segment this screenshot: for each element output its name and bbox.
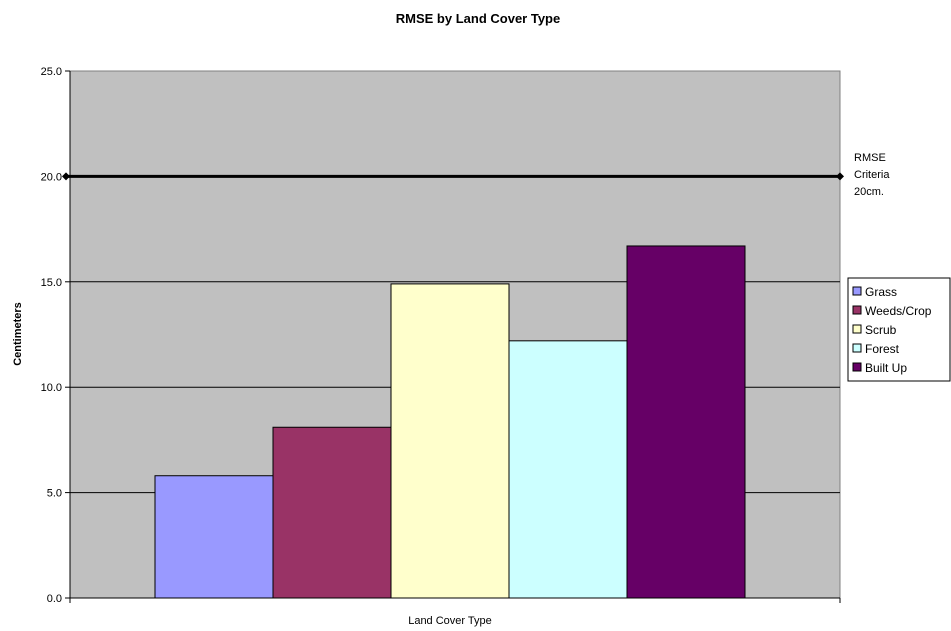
legend-swatch [852,305,862,315]
x-axis [69,597,841,603]
bars-group [154,245,746,599]
legend-box [847,277,951,382]
y-axis-label: Centimeters [12,302,24,366]
legend-swatch [852,343,862,353]
bar-scrub [390,283,510,599]
legend: Grass Weeds/Crop Scrub Forest Built Up [847,277,951,382]
y-tick-label: 0.0 [47,593,62,605]
reference-line-label: 20cm. [854,186,884,198]
reference-line-label: RMSE [854,152,886,164]
bar-grass [154,475,274,599]
legend-swatch [852,286,862,296]
legend-swatch [852,362,862,372]
y-tick-label: 5.0 [47,488,62,500]
y-tick-label: 10.0 [41,382,62,394]
bar-built-up [626,245,746,599]
reference-line-marker [836,172,844,181]
legend-label: Grass [865,285,897,299]
y-tick-label: 15.0 [41,277,62,289]
y-tick-label: 20.0 [41,171,62,183]
reference-line-label: Criteria [854,169,890,181]
bar-weeds-crop [272,426,392,599]
chart-title: RMSE by Land Cover Type [396,11,560,26]
legend-swatch [852,324,862,334]
y-tick-label: 25.0 [41,66,62,78]
y-axis: 0.0 5.0 10.0 15.0 20.0 25.0 [41,66,71,605]
legend-label: Built Up [865,361,907,375]
reference-line-annotation: RMSE Criteria 20cm. [854,152,890,198]
bar-forest [508,340,628,599]
legend-label: Scrub [865,323,897,337]
x-axis-label: Land Cover Type [408,615,492,627]
legend-label: Forest [865,342,900,356]
legend-label: Weeds/Crop [865,304,932,318]
